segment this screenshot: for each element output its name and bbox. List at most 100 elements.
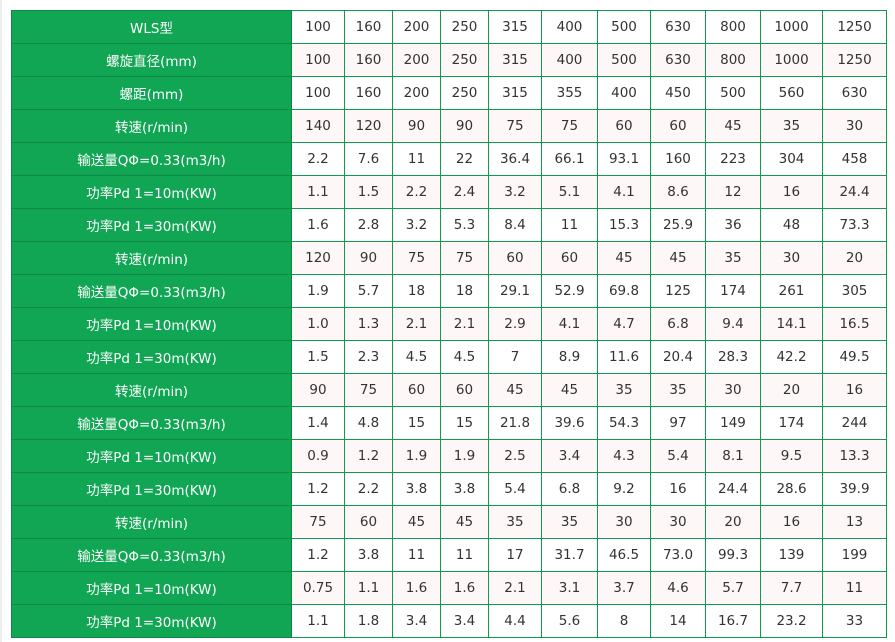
table-cell: 11 bbox=[541, 208, 598, 242]
table-cell: 23.2 bbox=[760, 604, 823, 638]
table-cell: 30 bbox=[760, 241, 823, 275]
table-cell: 500 bbox=[705, 76, 761, 110]
table-cell: 35 bbox=[705, 241, 761, 275]
table-cell: 1.6 bbox=[392, 571, 441, 605]
row-label: 转速(r/min) bbox=[11, 109, 292, 143]
table-row: 功率Pd 1=10m(KW) 1.1 1.5 2.2 2.4 3.2 5.1 4.1 8.6 12… bbox=[11, 175, 887, 209]
table-cell: 1.5 bbox=[344, 175, 393, 209]
table-cell: 90 bbox=[440, 109, 489, 143]
table-cell: 200 bbox=[392, 43, 441, 77]
table-cell: 458 bbox=[822, 142, 887, 176]
table-cell: 4.7 bbox=[597, 307, 651, 341]
table-cell: 24.4 bbox=[705, 472, 761, 506]
table-cell: 8 bbox=[597, 604, 651, 638]
table-cell: 160 bbox=[344, 43, 393, 77]
table-row: 功率Pd 1=10m(KW) 0.9 1.2 1.9 1.9 2.5 3.4 4.3 5.4 8.… bbox=[11, 439, 887, 473]
table-cell: 20 bbox=[822, 241, 887, 275]
table-cell: 18 bbox=[392, 274, 441, 308]
table-cell: 450 bbox=[650, 76, 706, 110]
table-cell: 1.5 bbox=[291, 340, 345, 374]
table-row: 输送量QΦ=0.33(m3/h) 1.2 3.8 11 11 17 31.7 46.5 73.0… bbox=[11, 538, 887, 572]
table-cell: 75 bbox=[488, 109, 542, 143]
page-edge bbox=[0, 0, 2, 642]
table-cell: 29.1 bbox=[488, 274, 542, 308]
row-label: 输送量QΦ=0.33(m3/h) bbox=[11, 274, 292, 308]
table-cell: 4.6 bbox=[650, 571, 706, 605]
table-cell: 223 bbox=[705, 142, 761, 176]
table-cell: 14.1 bbox=[760, 307, 823, 341]
table-cell: 16.7 bbox=[705, 604, 761, 638]
table-cell: 250 bbox=[440, 10, 489, 44]
table-cell: 22 bbox=[440, 142, 489, 176]
table-cell: 1.9 bbox=[291, 274, 345, 308]
table-cell: 35 bbox=[488, 505, 542, 539]
table-cell: 30 bbox=[822, 109, 887, 143]
table-cell: 16.5 bbox=[822, 307, 887, 341]
table-cell: 250 bbox=[440, 43, 489, 77]
table-cell: 4.5 bbox=[392, 340, 441, 374]
table-cell: 8.6 bbox=[650, 175, 706, 209]
table-row: 功率Pd 1=10m(KW) 0.75 1.1 1.6 1.6 2.1 3.1 3.7 4.6 5… bbox=[11, 571, 887, 605]
table-cell: 315 bbox=[488, 10, 542, 44]
table-row: 功率Pd 1=30m(KW) 1.5 2.3 4.5 4.5 7 8.9 11.6 20.4 28… bbox=[11, 340, 887, 374]
table-row: 输送量QΦ=0.33(m3/h) 2.2 7.6 11 22 36.4 66.1 93.1 16… bbox=[11, 142, 887, 176]
table-row: 功率Pd 1=30m(KW) 1.1 1.8 3.4 3.4 4.4 5.6 8 14 16.7 2… bbox=[11, 604, 887, 638]
table-cell: 60 bbox=[650, 109, 706, 143]
table-cell: 7.7 bbox=[760, 571, 823, 605]
table-cell: 2.3 bbox=[344, 340, 393, 374]
table-cell: 11 bbox=[392, 538, 441, 572]
table-cell: 35 bbox=[597, 373, 651, 407]
table-cell: 160 bbox=[650, 142, 706, 176]
table-cell: 16 bbox=[760, 175, 823, 209]
table-cell: 305 bbox=[822, 274, 887, 308]
row-label: 转速(r/min) bbox=[11, 241, 292, 275]
table-cell: 66.1 bbox=[541, 142, 598, 176]
table-cell: 1.2 bbox=[344, 439, 393, 473]
table-cell: 160 bbox=[344, 10, 393, 44]
table-cell: 4.1 bbox=[541, 307, 598, 341]
table-row: 输送量QΦ=0.33(m3/h) 1.4 4.8 15 15 21.8 39.6 54.3 97… bbox=[11, 406, 887, 440]
row-label: 输送量QΦ=0.33(m3/h) bbox=[11, 142, 292, 176]
table-cell: 11.6 bbox=[597, 340, 651, 374]
table-cell: 52.9 bbox=[541, 274, 598, 308]
table-cell: 9.5 bbox=[760, 439, 823, 473]
table-cell: 11 bbox=[392, 142, 441, 176]
table-cell: 60 bbox=[597, 109, 651, 143]
table-cell: 8.1 bbox=[705, 439, 761, 473]
table-cell: 355 bbox=[541, 76, 598, 110]
table-cell: 2.2 bbox=[392, 175, 441, 209]
table-row: 螺旋直径(mm) 100 160 200 250 315 400 500 630 800 1000 1… bbox=[11, 43, 887, 77]
table-cell: 199 bbox=[822, 538, 887, 572]
spec-table: WLS型 100 160 200 250 315 400 500 630 800 1000 1250 螺… bbox=[11, 10, 887, 638]
table-cell: 30 bbox=[705, 373, 761, 407]
table-cell: 3.2 bbox=[392, 208, 441, 242]
table-row: 转速(r/min) 120 90 75 75 60 60 45 45 35 30 20 bbox=[11, 241, 887, 275]
table-row: 转速(r/min) 75 60 45 45 35 35 30 30 20 16 13 bbox=[11, 505, 887, 539]
table-cell: 25.9 bbox=[650, 208, 706, 242]
table-cell: 3.7 bbox=[597, 571, 651, 605]
table-cell: 1.6 bbox=[291, 208, 345, 242]
table-cell: 1.0 bbox=[291, 307, 345, 341]
table-cell: 9.4 bbox=[705, 307, 761, 341]
table-cell: 45 bbox=[541, 373, 598, 407]
row-label: 功率Pd 1=10m(KW) bbox=[11, 175, 292, 209]
table-row: 输送量QΦ=0.33(m3/h) 1.9 5.7 18 18 29.1 52.9 69.8 12… bbox=[11, 274, 887, 308]
table-cell: 18 bbox=[440, 274, 489, 308]
table-cell: 1.8 bbox=[344, 604, 393, 638]
table-cell: 90 bbox=[392, 109, 441, 143]
table-cell: 1000 bbox=[760, 43, 823, 77]
table-cell: 60 bbox=[541, 241, 598, 275]
row-label: 功率Pd 1=10m(KW) bbox=[11, 571, 292, 605]
table-cell: 31.7 bbox=[541, 538, 598, 572]
table-cell: 45 bbox=[392, 505, 441, 539]
table-cell: 1.1 bbox=[291, 175, 345, 209]
table-cell: 250 bbox=[440, 76, 489, 110]
table-cell: 73.3 bbox=[822, 208, 887, 242]
table-cell: 4.4 bbox=[488, 604, 542, 638]
table-cell: 75 bbox=[440, 241, 489, 275]
table-cell: 69.8 bbox=[597, 274, 651, 308]
table-cell: 2.1 bbox=[440, 307, 489, 341]
table-cell: 8.4 bbox=[488, 208, 542, 242]
table-cell: 60 bbox=[440, 373, 489, 407]
table-cell: 60 bbox=[392, 373, 441, 407]
